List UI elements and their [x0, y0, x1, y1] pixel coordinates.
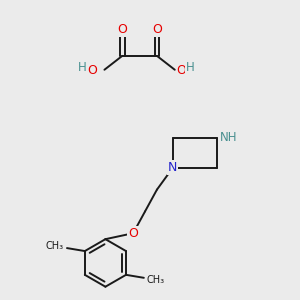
Text: H: H — [78, 61, 87, 74]
Text: O: O — [128, 227, 138, 240]
Text: NH: NH — [220, 130, 238, 144]
Text: O: O — [177, 64, 187, 77]
Text: H: H — [186, 61, 194, 74]
Text: O: O — [152, 22, 162, 36]
Text: O: O — [88, 64, 98, 77]
Text: CH₃: CH₃ — [147, 275, 165, 285]
Text: CH₃: CH₃ — [46, 241, 64, 251]
Text: N: N — [168, 161, 178, 174]
Text: O: O — [117, 22, 127, 36]
